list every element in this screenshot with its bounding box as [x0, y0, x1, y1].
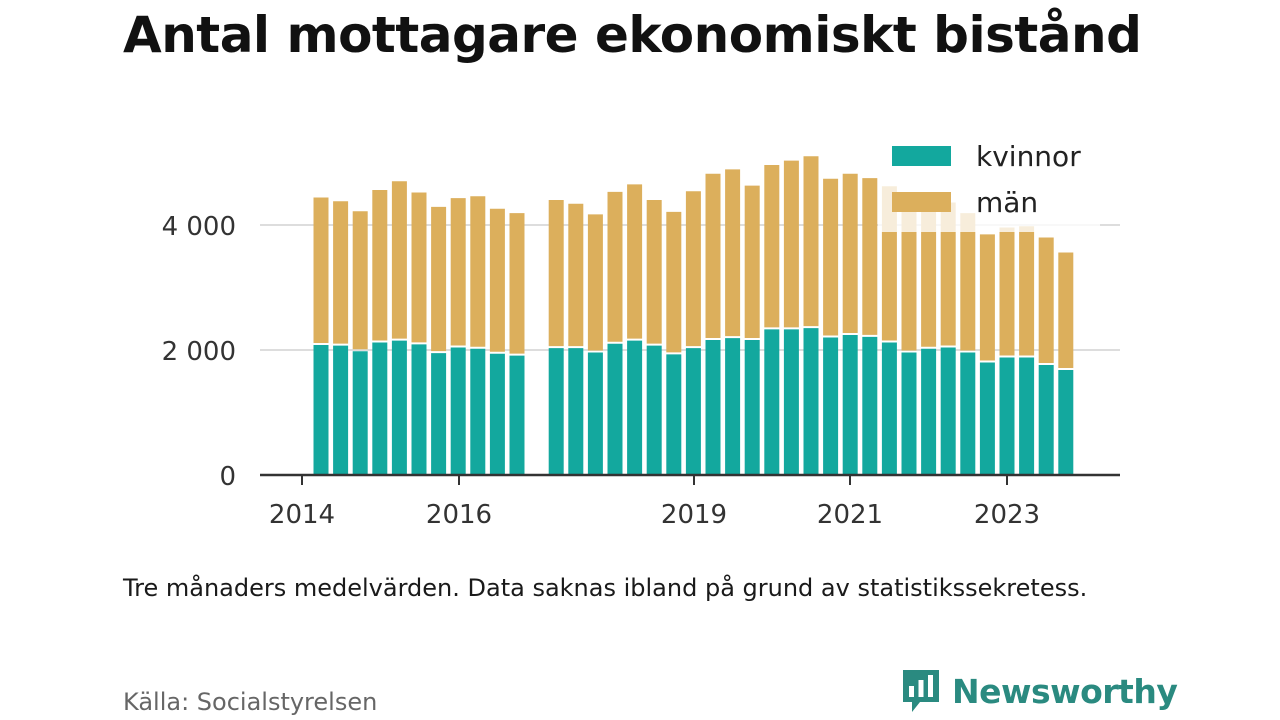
- bar-kvinnor: [823, 337, 839, 475]
- x-tick-label: 2014: [269, 500, 335, 530]
- bar-man: [352, 211, 368, 350]
- y-tick-label: 4 000: [162, 212, 236, 242]
- bar-kvinnor: [685, 348, 701, 475]
- bar-kvinnor: [489, 353, 505, 475]
- bar-man: [842, 173, 858, 333]
- bar-man: [744, 185, 760, 338]
- bar-man: [587, 214, 603, 351]
- bar-man: [627, 184, 643, 339]
- bar-man: [391, 181, 407, 339]
- bar-kvinnor: [940, 347, 956, 475]
- bar-kvinnor: [333, 345, 349, 475]
- bar-man: [489, 208, 505, 352]
- bar-kvinnor: [646, 345, 662, 475]
- y-tick-label: 0: [219, 462, 236, 492]
- bar-man: [431, 206, 447, 352]
- bar-man: [921, 203, 937, 347]
- bar-kvinnor: [313, 345, 329, 475]
- bar-kvinnor: [1058, 370, 1074, 475]
- bar-man: [333, 201, 349, 344]
- newsworthy-chat-bars-icon: [903, 670, 939, 712]
- bar-kvinnor: [666, 354, 682, 475]
- bar-man: [450, 198, 466, 346]
- bar-man: [548, 200, 564, 347]
- legend: kvinnor män: [878, 128, 1100, 232]
- legend-label-kvinnor: kvinnor: [976, 140, 1081, 173]
- bar-man: [764, 165, 780, 328]
- chart-note: Tre månaders medelvärden. Data saknas ib…: [123, 574, 1088, 602]
- bar-kvinnor: [372, 342, 388, 475]
- x-tick-label: 2023: [974, 500, 1040, 530]
- legend-swatch-man: [892, 192, 951, 212]
- bar-man: [568, 203, 584, 347]
- bar-man: [705, 173, 721, 338]
- bar-man: [783, 160, 799, 328]
- bar-man: [470, 196, 486, 347]
- bar-kvinnor: [764, 329, 780, 475]
- x-tick-label: 2019: [661, 500, 727, 530]
- stacked-bar-chart: 0 2 000 4 000 2014 2016 2019 2021 2023 kvinnor…: [161, 128, 1120, 530]
- bar-kvinnor: [568, 348, 584, 475]
- source-label: Källa: Socialstyrelsen: [123, 688, 378, 716]
- bar-kvinnor: [744, 340, 760, 475]
- legend-label-man: män: [976, 186, 1038, 219]
- bar-kvinnor: [783, 329, 799, 475]
- legend-background: [878, 128, 1100, 232]
- bar-kvinnor: [607, 343, 623, 475]
- bar-kvinnor: [352, 351, 368, 475]
- bar-man: [666, 211, 682, 353]
- bar-kvinnor: [960, 352, 976, 475]
- bar-kvinnor: [901, 352, 917, 475]
- x-tick-label: 2016: [426, 500, 492, 530]
- bar-kvinnor: [548, 348, 564, 475]
- x-tick-label: 2021: [817, 500, 883, 530]
- legend-swatch-kvinnor: [892, 146, 951, 166]
- bar-kvinnor: [862, 336, 878, 475]
- bar-kvinnor: [705, 340, 721, 475]
- bar-kvinnor: [881, 342, 897, 475]
- chart-title: Antal mottagare ekonomiskt bistånd: [123, 6, 1142, 64]
- y-axis-tick-labels: 0 2 000 4 000: [162, 212, 236, 492]
- bar-man: [372, 190, 388, 341]
- bar-man: [803, 156, 819, 327]
- bar-kvinnor: [803, 328, 819, 475]
- bar-kvinnor: [1019, 357, 1035, 475]
- bar-man: [1058, 252, 1074, 368]
- bar-kvinnor: [470, 348, 486, 475]
- bar-kvinnor: [627, 340, 643, 475]
- bar-kvinnor: [725, 338, 741, 475]
- bar-man: [313, 197, 329, 343]
- bar-kvinnor: [509, 355, 525, 475]
- bar-man: [979, 234, 995, 361]
- bar-man: [411, 192, 427, 343]
- bar-kvinnor: [587, 352, 603, 475]
- bar-man: [862, 178, 878, 335]
- bar-kvinnor: [431, 353, 447, 475]
- bar-man: [999, 227, 1015, 356]
- bar-man: [509, 213, 525, 354]
- bar-kvinnor: [450, 347, 466, 475]
- bar-kvinnor: [999, 357, 1015, 475]
- bar-man: [685, 191, 701, 347]
- x-axis: 2014 2016 2019 2021 2023: [260, 473, 1120, 530]
- bar-man: [1019, 226, 1035, 356]
- brand-name: Newsworthy: [952, 671, 1178, 711]
- bar-man: [823, 178, 839, 336]
- bar-man: [960, 213, 976, 351]
- bar-man: [646, 200, 662, 344]
- brand-logo: Newsworthy: [900, 668, 1178, 714]
- bar-kvinnor: [921, 348, 937, 475]
- bar-man: [901, 208, 917, 351]
- bar-man: [607, 191, 623, 342]
- bar-kvinnor: [411, 344, 427, 475]
- y-tick-label: 2 000: [162, 337, 236, 367]
- bar-kvinnor: [391, 340, 407, 475]
- bar-kvinnor: [1038, 365, 1054, 475]
- bar-kvinnor: [979, 362, 995, 475]
- bar-series: [313, 156, 1074, 475]
- bar-kvinnor: [842, 335, 858, 475]
- bar-man: [1038, 237, 1054, 363]
- bar-man: [725, 169, 741, 337]
- bar-man: [940, 202, 956, 346]
